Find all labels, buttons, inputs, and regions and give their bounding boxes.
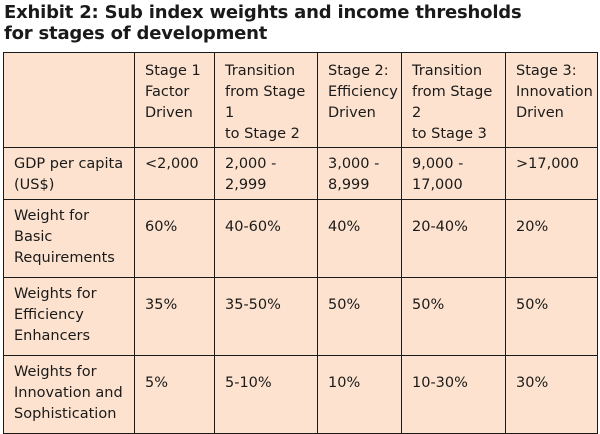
exhibit-title: Exhibit 2: Sub index weights and income …: [4, 2, 564, 44]
table-cell: 20-40%: [401, 199, 506, 278]
row-label-basic-requirements: Weight for Basic Requirements: [3, 199, 135, 278]
table-cell: 35%: [134, 277, 215, 356]
table-cell: <2,000: [134, 147, 215, 200]
header-cell-stage-3: Stage 3: Innovation Driven: [505, 52, 598, 148]
table-cell: 50%: [317, 277, 402, 356]
table-cell: 2,000 - 2,999: [214, 147, 318, 200]
header-cell-empty: [3, 52, 135, 148]
table-cell: 50%: [505, 277, 598, 356]
table-cell: 50%: [401, 277, 506, 356]
table-row: Weights for Efficiency Enhancers 35% 35-…: [3, 277, 598, 356]
row-label-innovation-sophistication: Weights for Innovation and Sophisticatio…: [3, 355, 135, 434]
row-label-efficiency-enhancers: Weights for Efficiency Enhancers: [3, 277, 135, 356]
exhibit-title-line-2: for stages of development: [4, 23, 268, 44]
table-cell: 3,000 - 8,999: [317, 147, 402, 200]
exhibit-title-line-1: Exhibit 2: Sub index weights and income …: [4, 2, 522, 23]
table-row: Weight for Basic Requirements 60% 40-60%…: [3, 199, 598, 278]
header-cell-stage-1: Stage 1 Factor Driven: [134, 52, 215, 148]
table-cell: 5%: [134, 355, 215, 434]
table-cell: 35-50%: [214, 277, 318, 356]
table-cell: 10-30%: [401, 355, 506, 434]
table-cell: 40-60%: [214, 199, 318, 278]
table-row: Weights for Innovation and Sophisticatio…: [3, 355, 598, 434]
table-cell: 9,000 - 17,000: [401, 147, 506, 200]
table-cell: 10%: [317, 355, 402, 434]
header-cell-transition-2-3: Transition from Stage 2 to Stage 3: [401, 52, 506, 148]
table-row: GDP per capita (US$) <2,000 2,000 - 2,99…: [3, 147, 598, 200]
row-label-gdp: GDP per capita (US$): [3, 147, 135, 200]
table-cell: 30%: [505, 355, 598, 434]
table-cell: 5-10%: [214, 355, 318, 434]
header-cell-transition-1-2: Transition from Stage 1 to Stage 2: [214, 52, 318, 148]
header-cell-stage-2: Stage 2: Efficiency Driven: [317, 52, 402, 148]
table-cell: >17,000: [505, 147, 598, 200]
table-header-row: Stage 1 Factor Driven Transition from St…: [3, 52, 598, 148]
table-cell: 60%: [134, 199, 215, 278]
table-cell: 40%: [317, 199, 402, 278]
stage-weights-table: Stage 1 Factor Driven Transition from St…: [3, 52, 598, 434]
table-cell: 20%: [505, 199, 598, 278]
